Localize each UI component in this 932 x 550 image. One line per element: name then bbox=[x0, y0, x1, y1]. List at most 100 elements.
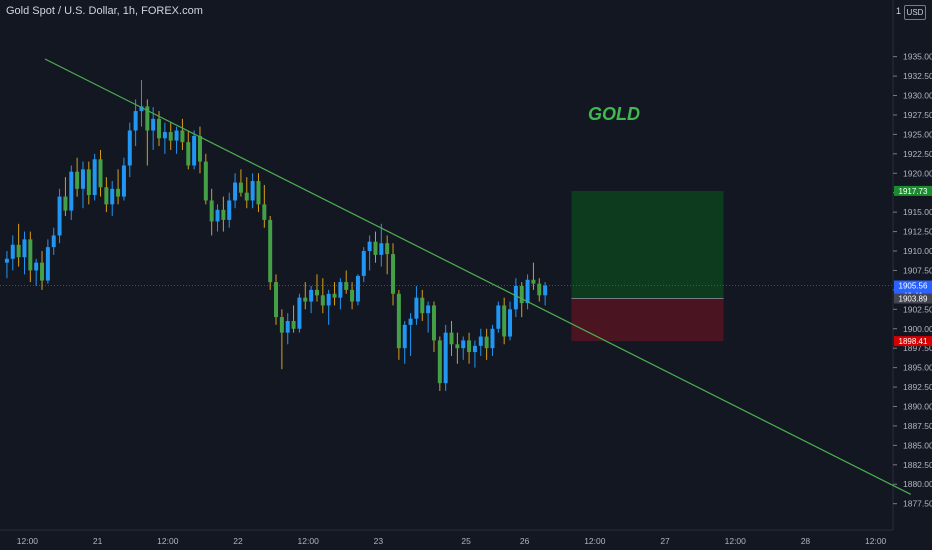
candle-body bbox=[40, 262, 45, 281]
candle-body bbox=[238, 182, 243, 193]
candle-body bbox=[391, 254, 396, 294]
currency-prefix: 1 bbox=[896, 6, 902, 16]
candle-body bbox=[180, 130, 185, 143]
candle-body bbox=[69, 171, 74, 211]
candle-body bbox=[133, 111, 138, 131]
candle-body bbox=[338, 282, 343, 298]
y-tick-label: 1927.50 bbox=[903, 110, 932, 120]
candle-body bbox=[250, 181, 255, 201]
candle-body bbox=[385, 243, 390, 255]
candle-body bbox=[127, 130, 132, 166]
candle-body bbox=[215, 209, 220, 222]
price-label-stop bbox=[894, 336, 932, 347]
y-tick-label: 1900.00 bbox=[903, 324, 932, 334]
candle-body bbox=[145, 106, 150, 131]
y-tick-label: 1935.00 bbox=[903, 52, 932, 62]
candle-body bbox=[537, 283, 542, 296]
candle-body bbox=[426, 305, 431, 314]
candle-body bbox=[449, 332, 454, 345]
y-tick-label: 1920.00 bbox=[903, 168, 932, 178]
y-tick-label: 1877.50 bbox=[903, 499, 932, 509]
y-tick-label: 1897.50 bbox=[903, 343, 932, 353]
candle-body bbox=[16, 244, 21, 258]
y-tick-label: 1882.50 bbox=[903, 460, 932, 470]
candle-body bbox=[168, 132, 173, 141]
candle-body bbox=[344, 282, 349, 290]
price-label-text-target: 1917.73 bbox=[899, 187, 928, 196]
candle-body bbox=[233, 182, 238, 201]
candle-body bbox=[309, 289, 314, 302]
candle-body bbox=[227, 200, 232, 220]
candle-body bbox=[209, 200, 214, 222]
target-zone[interactable] bbox=[571, 190, 724, 299]
candle-body bbox=[192, 135, 197, 166]
candle-body bbox=[414, 297, 419, 319]
candle-body bbox=[361, 251, 366, 276]
candle-body bbox=[513, 285, 518, 310]
y-tick-label: 1912.50 bbox=[903, 227, 932, 237]
candle-body bbox=[543, 285, 548, 296]
y-tick-label: 1885.00 bbox=[903, 440, 932, 450]
x-tick-label: 27 bbox=[660, 536, 670, 546]
candle-body bbox=[320, 295, 325, 306]
currency-badge[interactable]: USD bbox=[904, 5, 926, 20]
candle-body bbox=[420, 297, 425, 314]
candle-body bbox=[467, 340, 472, 353]
candle-body bbox=[508, 309, 513, 337]
candle-body bbox=[174, 130, 179, 141]
y-tick-label: 1930.00 bbox=[903, 91, 932, 101]
price-label-entry bbox=[894, 293, 932, 304]
y-tick-label: 1925.00 bbox=[903, 129, 932, 139]
candle-body bbox=[496, 305, 501, 329]
candle-body bbox=[10, 244, 15, 259]
y-tick-label: 1915.00 bbox=[903, 207, 932, 217]
x-tick-label: 28 bbox=[801, 536, 811, 546]
candle-body bbox=[326, 293, 331, 306]
candle-body bbox=[279, 317, 284, 333]
candle-body bbox=[291, 320, 296, 329]
candle-body bbox=[396, 293, 401, 349]
candle-body bbox=[519, 285, 524, 304]
trendline[interactable] bbox=[44, 58, 912, 495]
x-tick-label: 12:00 bbox=[298, 536, 320, 546]
candle-body bbox=[256, 181, 261, 205]
candle-body bbox=[408, 318, 413, 325]
y-tick-label: 1902.50 bbox=[903, 304, 932, 314]
candle-body bbox=[116, 188, 121, 197]
x-tick-label: 22 bbox=[233, 536, 243, 546]
y-tick-label: 1907.50 bbox=[903, 265, 932, 275]
candle-body bbox=[28, 239, 33, 271]
x-tick-label: 12:00 bbox=[584, 536, 606, 546]
candle-body bbox=[285, 320, 290, 333]
x-tick-label: 12:00 bbox=[725, 536, 747, 546]
candle-body bbox=[525, 279, 530, 304]
candle-body bbox=[297, 297, 302, 329]
candle-body bbox=[221, 209, 226, 220]
candle-body bbox=[350, 289, 355, 302]
candle-body bbox=[75, 171, 80, 189]
price-label-text-stop: 1898.41 bbox=[899, 337, 928, 346]
candle-body bbox=[443, 332, 448, 384]
candle-body bbox=[472, 345, 477, 353]
candle-body bbox=[455, 344, 460, 349]
candle-body bbox=[22, 239, 27, 258]
stop-zone[interactable] bbox=[571, 298, 724, 342]
candle-body bbox=[4, 258, 9, 263]
candle-body bbox=[303, 297, 308, 302]
y-tick-label: 1890.00 bbox=[903, 401, 932, 411]
candle-body bbox=[379, 243, 384, 255]
candle-body bbox=[104, 187, 109, 205]
x-tick-label: 26 bbox=[520, 536, 530, 546]
candle-body bbox=[197, 135, 202, 162]
candle-body bbox=[478, 336, 483, 346]
candle-body bbox=[502, 305, 507, 337]
candle-body bbox=[139, 106, 144, 112]
candle-body bbox=[373, 241, 378, 255]
candle-body bbox=[367, 241, 372, 252]
y-tick-label: 1910.00 bbox=[903, 246, 932, 256]
candle-body bbox=[268, 219, 273, 283]
y-tick-label: 1892.50 bbox=[903, 382, 932, 392]
y-tick-label: 1887.50 bbox=[903, 421, 932, 431]
candle-body bbox=[162, 132, 167, 139]
